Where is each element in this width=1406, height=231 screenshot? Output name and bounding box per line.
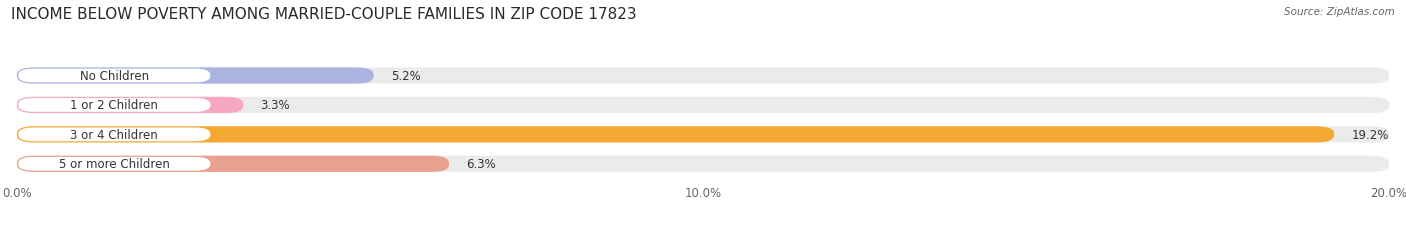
FancyBboxPatch shape bbox=[17, 97, 1389, 113]
FancyBboxPatch shape bbox=[17, 68, 1389, 84]
Text: 6.3%: 6.3% bbox=[467, 158, 496, 170]
Text: 3.3%: 3.3% bbox=[260, 99, 290, 112]
Text: 5 or more Children: 5 or more Children bbox=[59, 158, 170, 170]
Text: 19.2%: 19.2% bbox=[1351, 128, 1389, 141]
FancyBboxPatch shape bbox=[17, 68, 374, 84]
FancyBboxPatch shape bbox=[18, 157, 211, 171]
Text: Source: ZipAtlas.com: Source: ZipAtlas.com bbox=[1284, 7, 1395, 17]
FancyBboxPatch shape bbox=[18, 128, 211, 142]
FancyBboxPatch shape bbox=[17, 156, 449, 172]
FancyBboxPatch shape bbox=[17, 127, 1334, 143]
Text: 5.2%: 5.2% bbox=[391, 70, 420, 83]
Text: INCOME BELOW POVERTY AMONG MARRIED-COUPLE FAMILIES IN ZIP CODE 17823: INCOME BELOW POVERTY AMONG MARRIED-COUPL… bbox=[11, 7, 637, 22]
FancyBboxPatch shape bbox=[17, 97, 243, 113]
FancyBboxPatch shape bbox=[17, 127, 1389, 143]
Text: No Children: No Children bbox=[80, 70, 149, 83]
FancyBboxPatch shape bbox=[17, 156, 1389, 172]
Text: 3 or 4 Children: 3 or 4 Children bbox=[70, 128, 159, 141]
Text: 1 or 2 Children: 1 or 2 Children bbox=[70, 99, 159, 112]
FancyBboxPatch shape bbox=[18, 99, 211, 112]
FancyBboxPatch shape bbox=[18, 69, 211, 83]
